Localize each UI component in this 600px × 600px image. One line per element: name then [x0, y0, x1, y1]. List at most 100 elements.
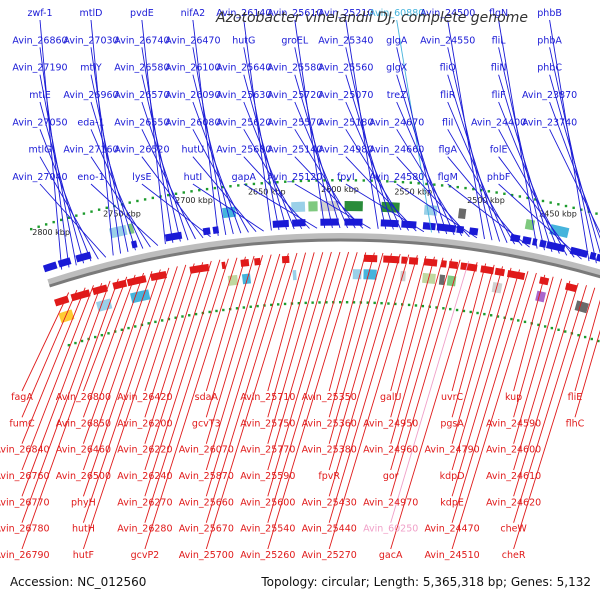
forward-leader-line	[294, 156, 364, 229]
forward-leader-line	[498, 74, 553, 253]
reverse-gene-label: Avin_25700	[179, 550, 234, 561]
tick-label: 2450 kbp	[539, 209, 577, 218]
forward-leader-line	[243, 183, 318, 229]
reverse-leader-line	[205, 255, 264, 444]
tick-dot	[128, 201, 131, 204]
tick-dot	[120, 328, 124, 331]
forward-leader-line	[345, 129, 409, 231]
reverse-gene-label: Avin_24510	[424, 550, 479, 561]
forward-gene-label: phbA	[537, 35, 562, 46]
forward-leader-line	[549, 47, 597, 264]
forward-gene-label: Avin_27040	[12, 172, 67, 183]
forward-gene-label: gapA	[232, 172, 257, 183]
reverse-gene-label: Avin_25590	[240, 471, 295, 482]
tick-dot	[315, 179, 318, 182]
forward-leader-line	[549, 19, 590, 262]
reverse-gene-label: hutF	[73, 550, 94, 561]
tick-dot	[597, 339, 600, 343]
reverse-leader-line	[205, 252, 298, 550]
forward-gene-label: Avin_26860	[12, 35, 67, 46]
forward-gene-label: Avin_25180	[318, 117, 373, 128]
tick-dot	[147, 322, 150, 325]
tick-dot	[517, 319, 520, 322]
reverse-leader-line	[390, 257, 444, 444]
tick-dot	[215, 309, 218, 313]
forward-leader-line	[549, 101, 600, 240]
tick-dot	[75, 214, 78, 217]
reverse-gene-label: Avin_25360	[302, 418, 357, 429]
tick-dot	[503, 316, 506, 319]
reverse-gene	[254, 257, 261, 266]
reverse-leader-line	[82, 271, 153, 471]
forward-gene-label: Avin_60880	[369, 8, 424, 19]
reverse-gene-label: Avin_25670	[179, 524, 234, 535]
tick-dot	[476, 311, 479, 315]
forward-leader-line	[90, 156, 151, 248]
tick-label: 2800 kbp	[32, 228, 70, 237]
forward-gene-label: Avin_25680	[216, 145, 271, 156]
forward-gene-label: fliR	[440, 90, 456, 101]
reverse-gene-label: Avin_26070	[179, 445, 234, 456]
reverse-gene-label: Avin_25430	[302, 497, 357, 508]
forward-leader-line	[141, 74, 181, 242]
forward-gene-label: fliN	[491, 63, 507, 74]
reverse-gene-label: gacA	[379, 550, 403, 561]
tick-dot	[564, 330, 567, 333]
forward-gene	[164, 231, 183, 242]
tick-dot	[318, 301, 321, 304]
tick-dot	[572, 206, 575, 210]
tick-dot	[249, 305, 252, 308]
reverse-gene-label: pgsA	[440, 418, 464, 429]
forward-gene	[272, 219, 289, 228]
forward-leader-line	[396, 74, 448, 235]
forward-gene-label: Avin_25720	[267, 90, 322, 101]
tick-dot	[583, 335, 587, 339]
forward-leader-line	[39, 129, 92, 262]
forward-leader-line	[345, 101, 402, 231]
tick-dot	[208, 310, 211, 314]
reverse-leader-line	[205, 253, 289, 523]
reverse-leader-line	[451, 264, 495, 418]
reverse-leader-line	[82, 276, 128, 392]
reverse-leader-line	[21, 287, 86, 444]
reverse-gene	[423, 258, 438, 267]
forward-leader-line	[39, 47, 70, 268]
reverse-leader-line	[144, 263, 195, 418]
reverse-leader-line	[21, 280, 111, 523]
reverse-leader-line	[328, 252, 384, 444]
reverse-gene-label: Avin_24600	[486, 445, 541, 456]
tick-dot	[495, 191, 498, 194]
reverse-leader-line	[451, 266, 504, 444]
tick-dot	[198, 188, 201, 192]
reverse-gene-label: Avin_25770	[240, 445, 295, 456]
forward-gene-label: Avin_26740	[114, 35, 169, 46]
tick-dot	[222, 308, 225, 312]
reverse-gene-label: kdpD	[440, 471, 465, 482]
reverse-gene-label: Avin_25600	[240, 497, 295, 508]
reverse-leader-line	[390, 258, 453, 471]
reverse-gene-label: gcvT3	[192, 418, 221, 429]
reverse-leader-line	[328, 252, 375, 418]
tick-dot	[394, 302, 397, 306]
tick-dot	[510, 317, 513, 321]
tick-dot	[339, 179, 342, 182]
tick-dot	[354, 179, 358, 182]
tick-dot	[435, 306, 438, 309]
forward-gene-label: Avin_26550	[114, 117, 169, 128]
reverse-leader-line	[451, 267, 512, 471]
reverse-leader-line	[328, 255, 418, 550]
forward-gene-label: flgN	[489, 8, 508, 19]
tick-dot	[469, 310, 472, 314]
tick-dot	[67, 343, 71, 347]
reverse-leader-line	[267, 252, 307, 392]
forward-leader-line	[141, 19, 166, 245]
tick-dot	[182, 191, 185, 194]
forward-gene-label: Avin_25120	[267, 172, 322, 183]
tick-dot	[393, 180, 397, 183]
reverse-gene	[112, 279, 128, 290]
map-title: Azotobacter vinelandii DJ, complete geno…	[215, 10, 528, 26]
tick-dot	[407, 303, 411, 307]
tick-label: 2600 kbp	[321, 185, 359, 194]
backbone-shadow	[47, 233, 600, 286]
reverse-leader-line	[451, 263, 487, 392]
